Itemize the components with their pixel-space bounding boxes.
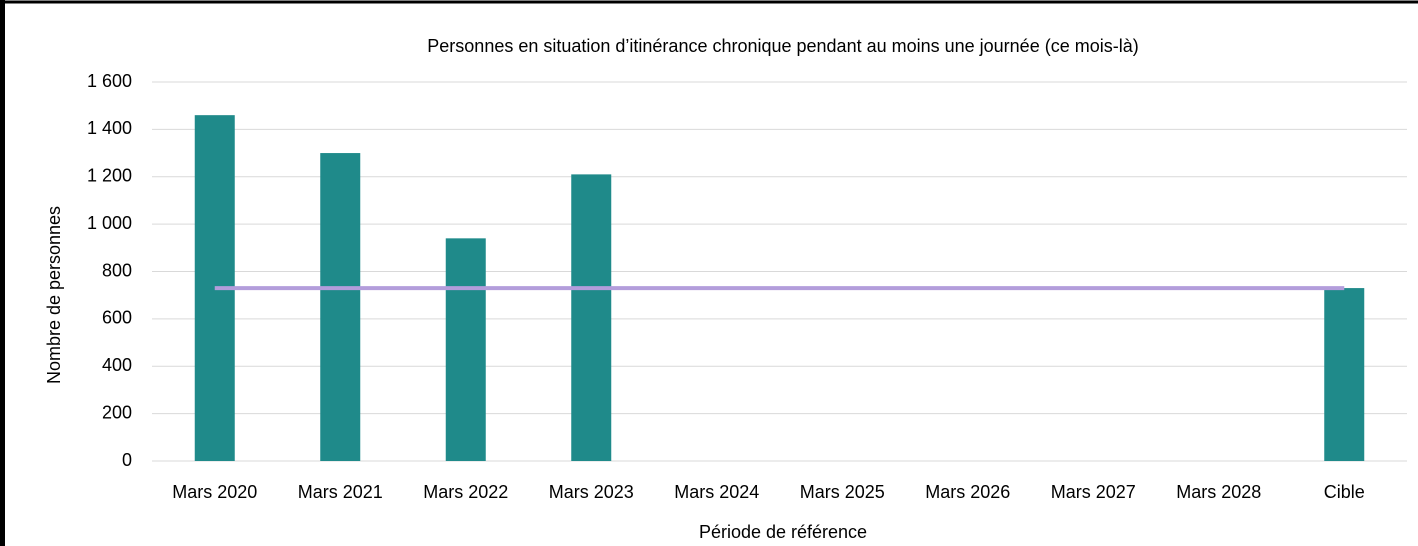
y-tick-label: 400 [102,355,132,375]
bar [1324,288,1365,461]
bar [320,153,361,461]
x-tick-label: Mars 2027 [1051,482,1136,502]
bar [571,174,612,461]
x-tick-label: Mars 2022 [423,482,508,502]
x-tick-label: Mars 2020 [172,482,257,502]
y-tick-label: 0 [122,450,132,470]
x-tick-label: Mars 2024 [674,482,759,502]
y-tick-label: 1 400 [87,118,132,138]
x-tick-label: Mars 2021 [298,482,383,502]
y-tick-label: 1 000 [87,213,132,233]
chart-title: Personnes en situation d’itinérance chro… [427,36,1138,56]
x-tick-label: Mars 2028 [1176,482,1261,502]
y-tick-label: 600 [102,308,132,328]
x-axis-label: Période de référence [699,522,867,542]
x-tick-label: Mars 2025 [800,482,885,502]
bar [445,238,486,461]
y-tick-label: 800 [102,260,132,280]
x-tick-label: Cible [1324,482,1365,502]
x-tick-label: Mars 2023 [549,482,634,502]
x-tick-label: Mars 2026 [925,482,1010,502]
y-tick-label: 200 [102,402,132,422]
y-tick-label: 1 200 [87,166,132,186]
y-tick-label: 1 600 [87,71,132,91]
y-axis-label: Nombre de personnes [44,206,64,384]
